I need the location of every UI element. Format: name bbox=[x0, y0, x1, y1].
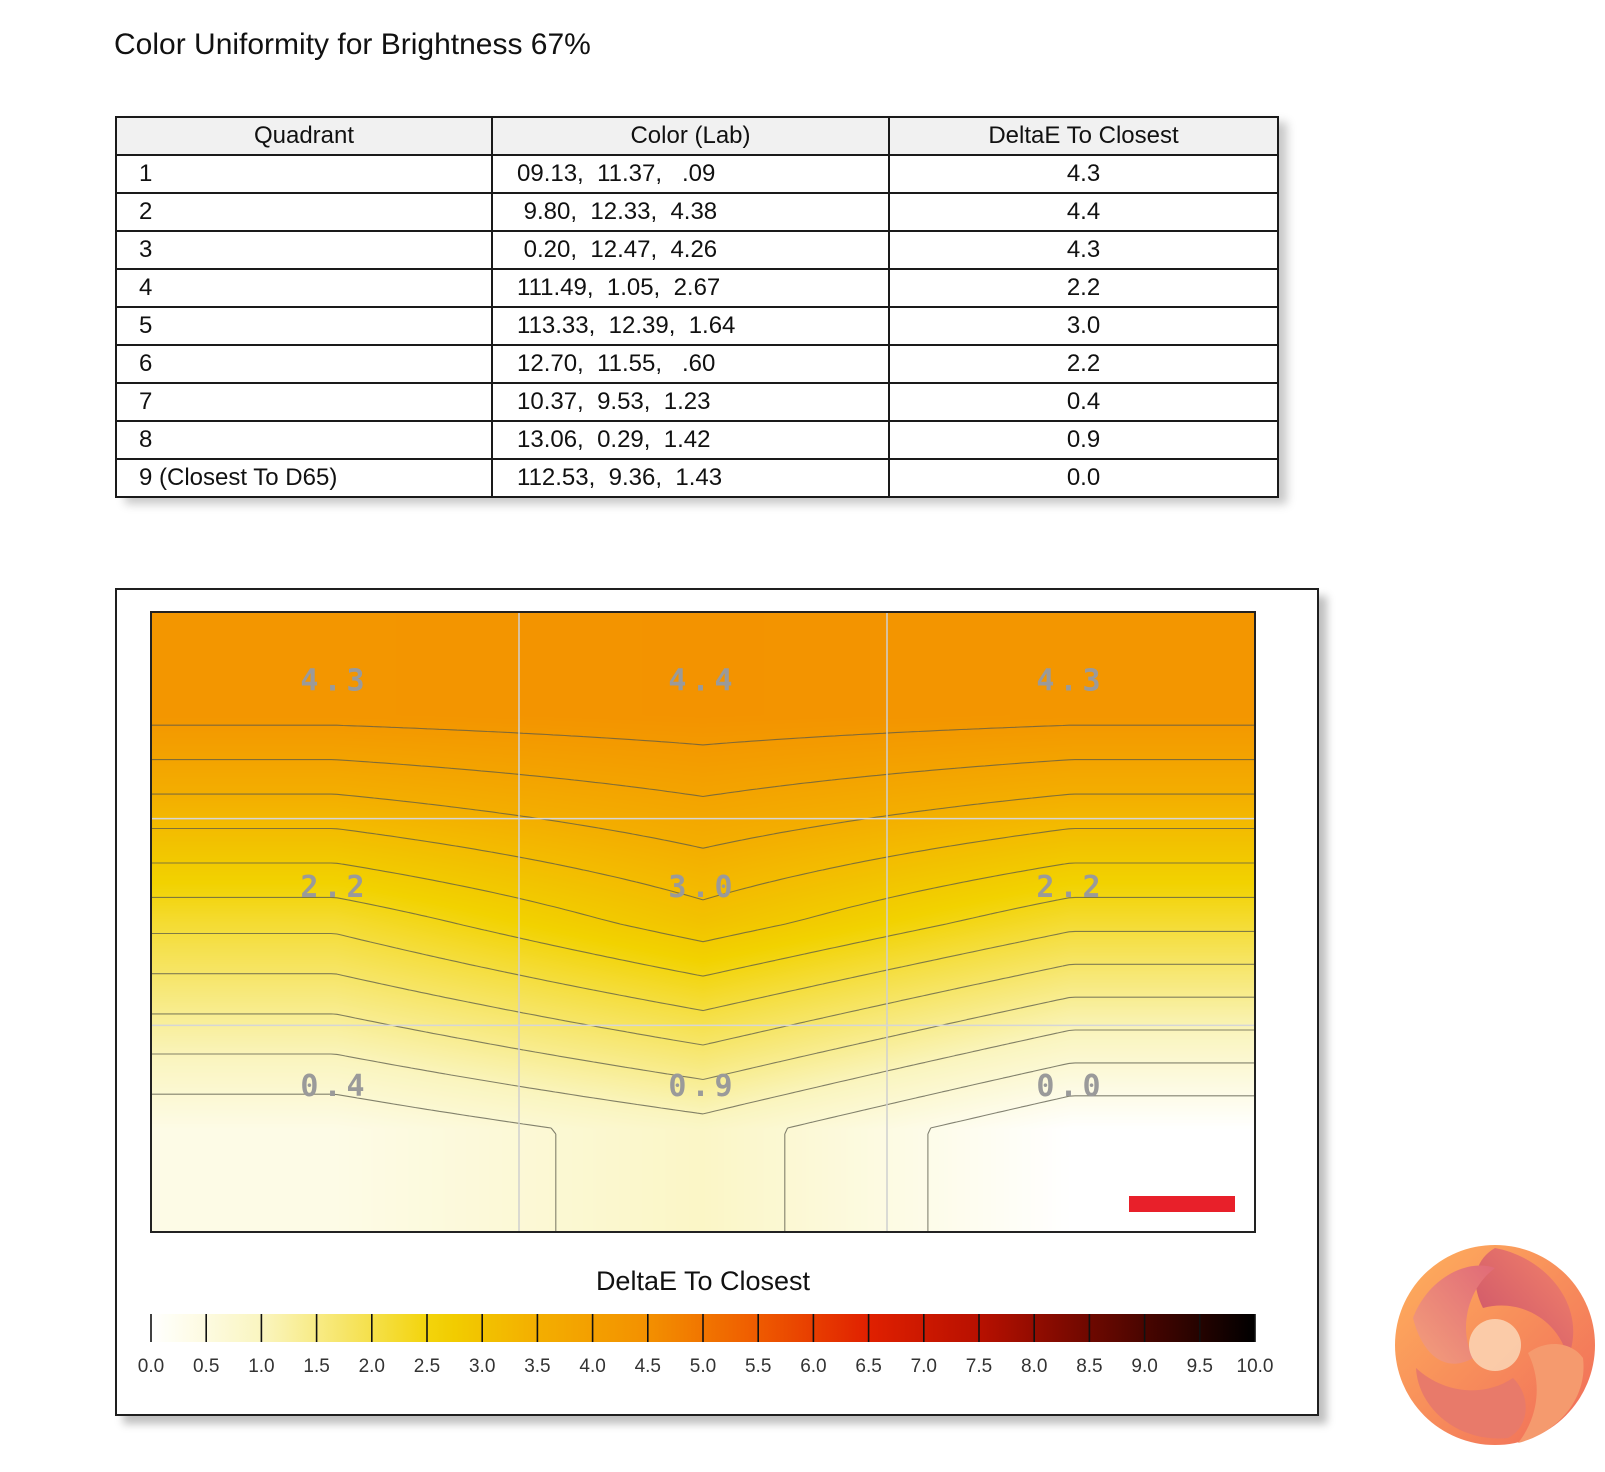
table-row: 8 13.06, 0.29, 1.42 0.9 bbox=[115, 420, 1279, 460]
quadrant-cell: 5 bbox=[115, 306, 493, 346]
legend-tick-label: 6.5 bbox=[855, 1356, 881, 1377]
lab-cell: 09.13, 11.37, .09 bbox=[491, 154, 890, 194]
lab-cell: 113.33, 12.39, 1.64 bbox=[491, 306, 890, 346]
lab-cell: 111.49, 1.05, 2.67 bbox=[491, 268, 890, 308]
legend-tick-label: 7.5 bbox=[966, 1356, 992, 1377]
legend-tick-label: 0.5 bbox=[193, 1356, 219, 1377]
cell-value-label: 0.0 bbox=[1036, 1069, 1105, 1104]
legend-tick-label: 2.5 bbox=[414, 1356, 440, 1377]
brand-logo-icon bbox=[1395, 1245, 1595, 1445]
table-row: 3 0.20, 12.47, 4.26 4.3 bbox=[115, 230, 1279, 270]
legend-tick-label: 8.0 bbox=[1021, 1356, 1047, 1377]
cell-value-label: 4.4 bbox=[668, 664, 737, 699]
table-row: 4 111.49, 1.05, 2.67 2.2 bbox=[115, 268, 1279, 308]
heatmap-gridlines bbox=[150, 611, 1256, 1233]
delta-e-cell: 4.3 bbox=[888, 154, 1279, 194]
contour-line bbox=[151, 862, 1255, 943]
legend-tick-label: 1.5 bbox=[303, 1356, 329, 1377]
delta-e-cell: 3.0 bbox=[888, 306, 1279, 346]
legend-tick-label: 9.5 bbox=[1187, 1356, 1213, 1377]
quadrant-cell: 2 bbox=[115, 192, 493, 232]
delta-e-cell: 0.4 bbox=[888, 382, 1279, 422]
legend-tick-label: 3.0 bbox=[469, 1356, 495, 1377]
quadrant-cell: 9 (Closest To D65) bbox=[115, 458, 493, 498]
quadrant-cell: 7 bbox=[115, 382, 493, 422]
results-table-container: Quadrant Color (Lab) DeltaE To Closest 1… bbox=[115, 116, 1279, 498]
delta-e-cell: 4.3 bbox=[888, 230, 1279, 270]
contour-line bbox=[151, 930, 1255, 1012]
cell-value-label: 0.9 bbox=[668, 1069, 737, 1104]
quadrant-cell: 8 bbox=[115, 420, 493, 460]
header-quadrant: Quadrant bbox=[115, 116, 493, 156]
uniformity-heatmap: 4.3 4.4 4.3 2.2 3.0 2.2 0.4 0.9 0.0 DeltaE To Cl… bbox=[138, 611, 1274, 1377]
header-color-lab: Color (Lab) bbox=[491, 116, 890, 156]
quadrant-cell: 1 bbox=[115, 154, 493, 194]
lab-cell: 10.37, 9.53, 1.23 bbox=[491, 382, 890, 422]
page-title: Color Uniformity for Brightness 67% bbox=[114, 28, 591, 61]
table-row: 1 09.13, 11.37, .09 4.3 bbox=[115, 154, 1279, 194]
contour-lines bbox=[151, 724, 1255, 1232]
cell-value-labels: 4.3 4.4 4.3 2.2 3.0 2.2 0.4 0.9 0.0 bbox=[300, 664, 1105, 1104]
legend-tick-label: 2.0 bbox=[359, 1356, 385, 1377]
quadrant-cell: 3 bbox=[115, 230, 493, 270]
legend-tick-label: 5.0 bbox=[690, 1356, 716, 1377]
contour-line bbox=[151, 759, 1255, 798]
quadrant-cell: 6 bbox=[115, 344, 493, 384]
table-row: 5 113.33, 12.39, 1.64 3.0 bbox=[115, 306, 1279, 346]
table-header-row: Quadrant Color (Lab) DeltaE To Closest bbox=[115, 116, 1279, 156]
legend-tick-label: 10.0 bbox=[1237, 1356, 1274, 1377]
heatmap-fill bbox=[151, 612, 1255, 1232]
delta-e-cell: 2.2 bbox=[888, 344, 1279, 384]
legend-tick-label: 3.5 bbox=[524, 1356, 550, 1377]
contour-line bbox=[151, 724, 1255, 746]
color-legend: DeltaE To Closest 0.0 0.5 1.0 1.5 2.0 2.5 3.0 3.… bbox=[138, 1266, 1274, 1377]
legend-tick-label: 8.5 bbox=[1076, 1356, 1102, 1377]
legend-title: DeltaE To Closest bbox=[596, 1266, 811, 1296]
reference-marker bbox=[1129, 1196, 1235, 1212]
quadrant-cell: 4 bbox=[115, 268, 493, 308]
table-row: 9 (Closest To D65) 112.53, 9.36, 1.43 0.0 bbox=[115, 458, 1279, 498]
legend-tick-label: 6.0 bbox=[800, 1356, 826, 1377]
legend-tick-label: 7.0 bbox=[911, 1356, 937, 1377]
delta-e-cell: 0.0 bbox=[888, 458, 1279, 498]
cell-value-label: 3.0 bbox=[668, 870, 737, 905]
contour-line bbox=[151, 1029, 1255, 1115]
table-row: 7 10.37, 9.53, 1.23 0.4 bbox=[115, 382, 1279, 422]
legend-tick-label: 0.0 bbox=[138, 1356, 164, 1377]
legend-tick-label: 5.5 bbox=[745, 1356, 771, 1377]
legend-tick-label: 1.0 bbox=[248, 1356, 274, 1377]
lab-cell: 12.70, 11.55, .60 bbox=[491, 344, 890, 384]
cell-value-label: 2.2 bbox=[1036, 870, 1105, 905]
legend-tick-label: 9.0 bbox=[1131, 1356, 1157, 1377]
cell-value-label: 0.4 bbox=[300, 1069, 369, 1104]
cell-value-label: 4.3 bbox=[1036, 664, 1105, 699]
uniformity-chart-panel: 4.3 4.4 4.3 2.2 3.0 2.2 0.4 0.9 0.0 DeltaE To Cl… bbox=[115, 588, 1319, 1416]
contour-line bbox=[151, 1062, 1255, 1232]
contour-line bbox=[151, 996, 1255, 1081]
header-delta-e: DeltaE To Closest bbox=[888, 116, 1279, 156]
lab-cell: 13.06, 0.29, 1.42 bbox=[491, 420, 890, 460]
legend-tick-label: 4.0 bbox=[579, 1356, 605, 1377]
lab-cell: 0.20, 12.47, 4.26 bbox=[491, 230, 890, 270]
cell-value-label: 4.3 bbox=[300, 664, 369, 699]
delta-e-cell: 0.9 bbox=[888, 420, 1279, 460]
contour-line bbox=[927, 1095, 1255, 1232]
plot-frame bbox=[150, 611, 1256, 1233]
table-row: 6 12.70, 11.55, .60 2.2 bbox=[115, 344, 1279, 384]
legend-tick-label: 4.5 bbox=[635, 1356, 661, 1377]
delta-e-cell: 4.4 bbox=[888, 192, 1279, 232]
contour-line bbox=[151, 896, 1255, 977]
table-row: 2 9.80, 12.33, 4.38 4.4 bbox=[115, 192, 1279, 232]
lab-cell: 9.80, 12.33, 4.38 bbox=[491, 192, 890, 232]
lab-cell: 112.53, 9.36, 1.43 bbox=[491, 458, 890, 498]
delta-e-cell: 2.2 bbox=[888, 268, 1279, 308]
contour-line bbox=[151, 827, 1255, 901]
results-table: Quadrant Color (Lab) DeltaE To Closest 1… bbox=[115, 116, 1279, 498]
cell-value-label: 2.2 bbox=[300, 870, 369, 905]
